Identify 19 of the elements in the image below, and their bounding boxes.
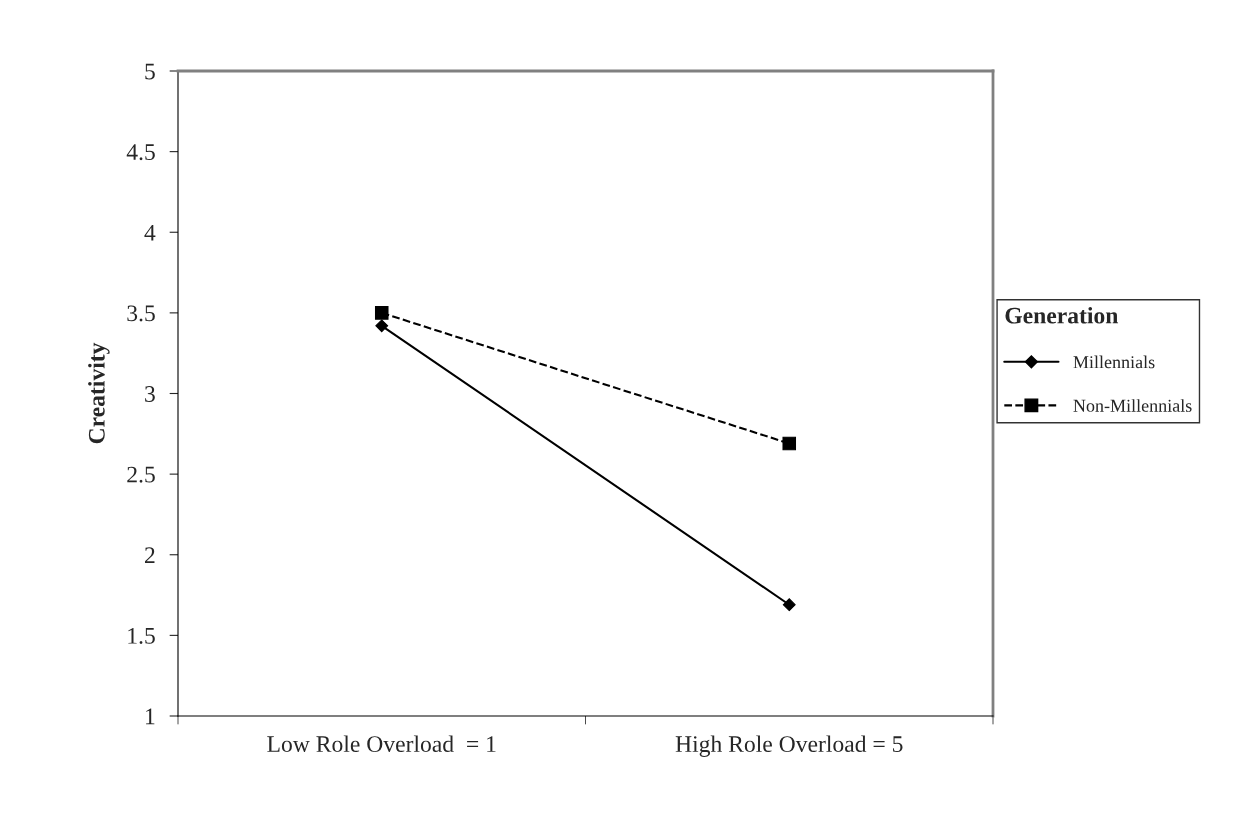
y-tick-label: 3.5 <box>127 305 155 322</box>
y-tick-label: 3 <box>145 386 155 402</box>
y-tick-label: 1 <box>146 708 155 725</box>
y-tick-label: 5 <box>145 63 155 80</box>
y-tick-label: 2.5 <box>127 466 155 483</box>
y-tick-label: 4.5 <box>126 144 155 161</box>
legend-title: Generation <box>1005 306 1119 324</box>
x-tick-label: High Role Overload = 5 <box>675 735 903 757</box>
y-axis-title: Creativity <box>88 342 110 444</box>
point <box>782 598 796 612</box>
y-tick-label: 2 <box>145 547 155 563</box>
point <box>375 319 389 333</box>
y-tick-label: 4 <box>144 224 156 241</box>
legend-label: Non-Millennials <box>1073 399 1192 412</box>
x-tick-label: Low Role Overload = 1 <box>267 735 496 753</box>
point <box>782 436 797 451</box>
point <box>374 306 389 320</box>
y-tick-label: 1.5 <box>128 627 155 644</box>
legend-label: Millennials <box>1073 355 1155 369</box>
